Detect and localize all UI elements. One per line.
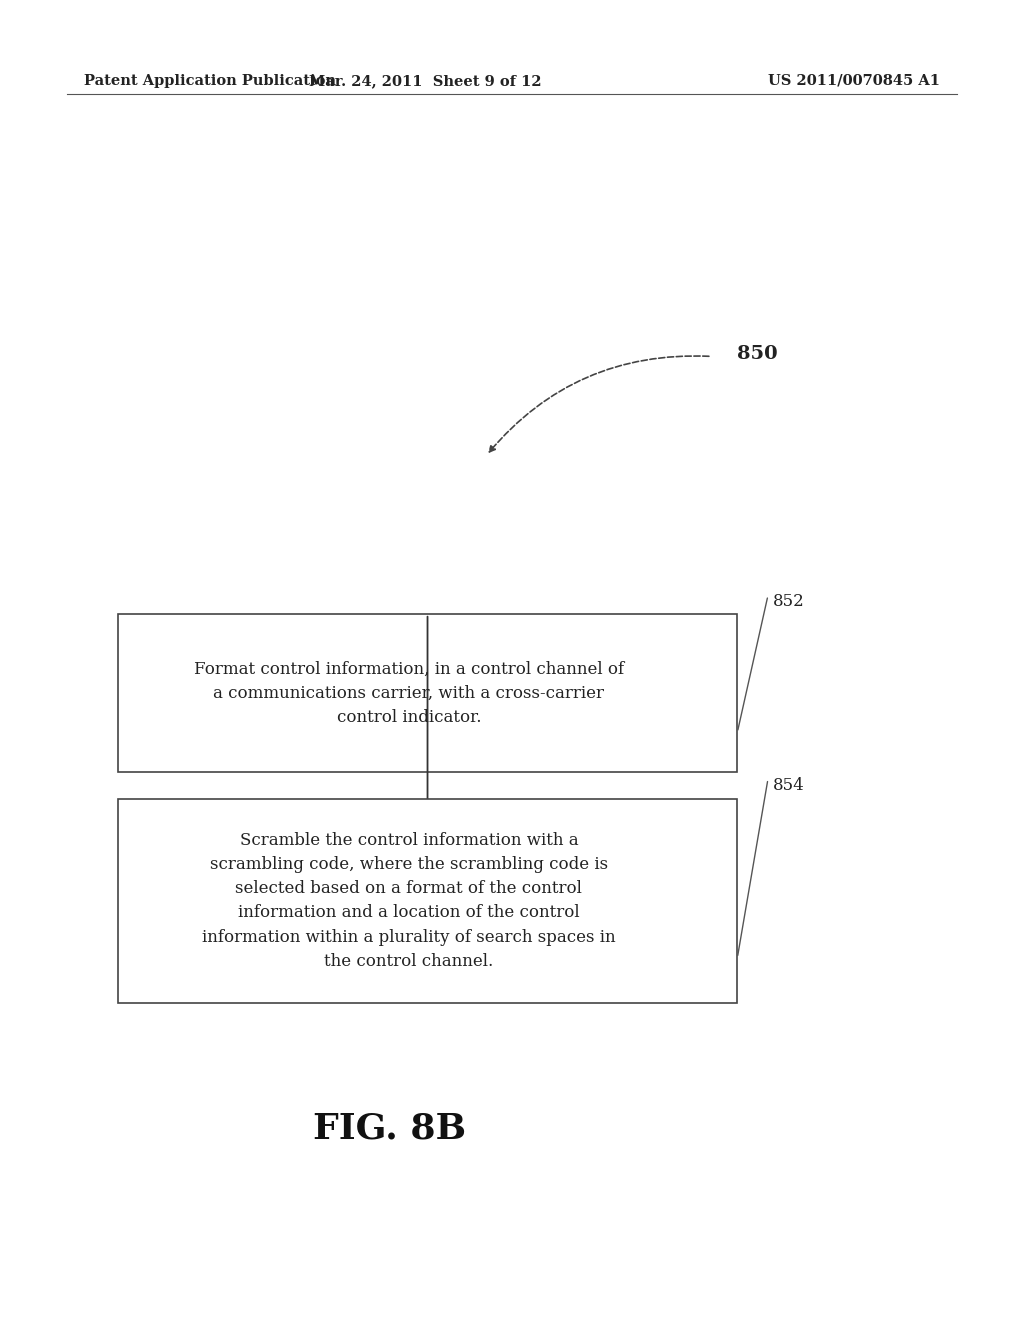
Text: Patent Application Publication: Patent Application Publication [84, 74, 336, 88]
Bar [118, 799, 737, 1003]
Text: 850: 850 [737, 345, 778, 363]
Text: Format control information, in a control channel of
a communications carrier, wi: Format control information, in a control… [194, 660, 624, 726]
Text: US 2011/0070845 A1: US 2011/0070845 A1 [768, 74, 940, 88]
Text: Mar. 24, 2011  Sheet 9 of 12: Mar. 24, 2011 Sheet 9 of 12 [308, 74, 542, 88]
Bar [118, 614, 737, 772]
Text: 852: 852 [773, 594, 805, 610]
Text: FIG. 8B: FIG. 8B [312, 1111, 466, 1146]
Text: Scramble the control information with a
scrambling code, where the scrambling co: Scramble the control information with a … [202, 832, 615, 970]
Text: 854: 854 [773, 777, 805, 793]
